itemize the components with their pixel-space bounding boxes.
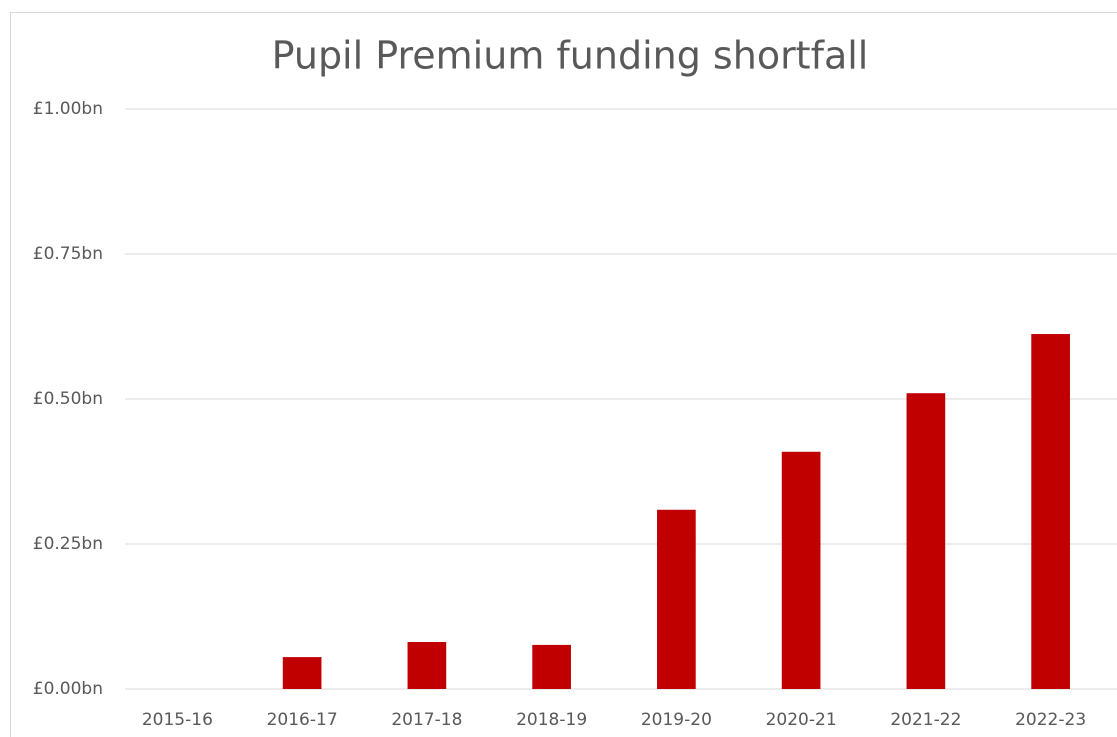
x-tick-label: 2016-17 [267,710,338,730]
bar [906,393,946,689]
y-tick-label: £1.00bn [33,99,103,119]
bar [282,657,322,689]
y-tick-label: £0.00bn [33,679,103,699]
x-tick-label: 2020-21 [766,710,837,730]
x-tick-label: 2019-20 [641,710,712,730]
x-tick-label: 2017-18 [391,710,462,730]
y-tick-label: £0.50bn [33,389,103,409]
bar [532,644,571,689]
x-tick-label: 2018-19 [516,710,587,730]
x-tick-label: 2015-16 [142,710,213,730]
y-tick-label: £0.25bn [33,534,103,554]
bar [657,509,696,689]
chart-frame [10,12,1117,737]
bar [1031,334,1070,689]
bar [781,451,821,689]
x-tick-label: 2021-22 [890,710,961,730]
y-tick-label: £0.75bn [33,244,103,264]
x-tick-label: 2022-23 [1015,710,1086,730]
chart-title: Pupil Premium funding shortfall [272,34,869,78]
bar [407,642,447,689]
